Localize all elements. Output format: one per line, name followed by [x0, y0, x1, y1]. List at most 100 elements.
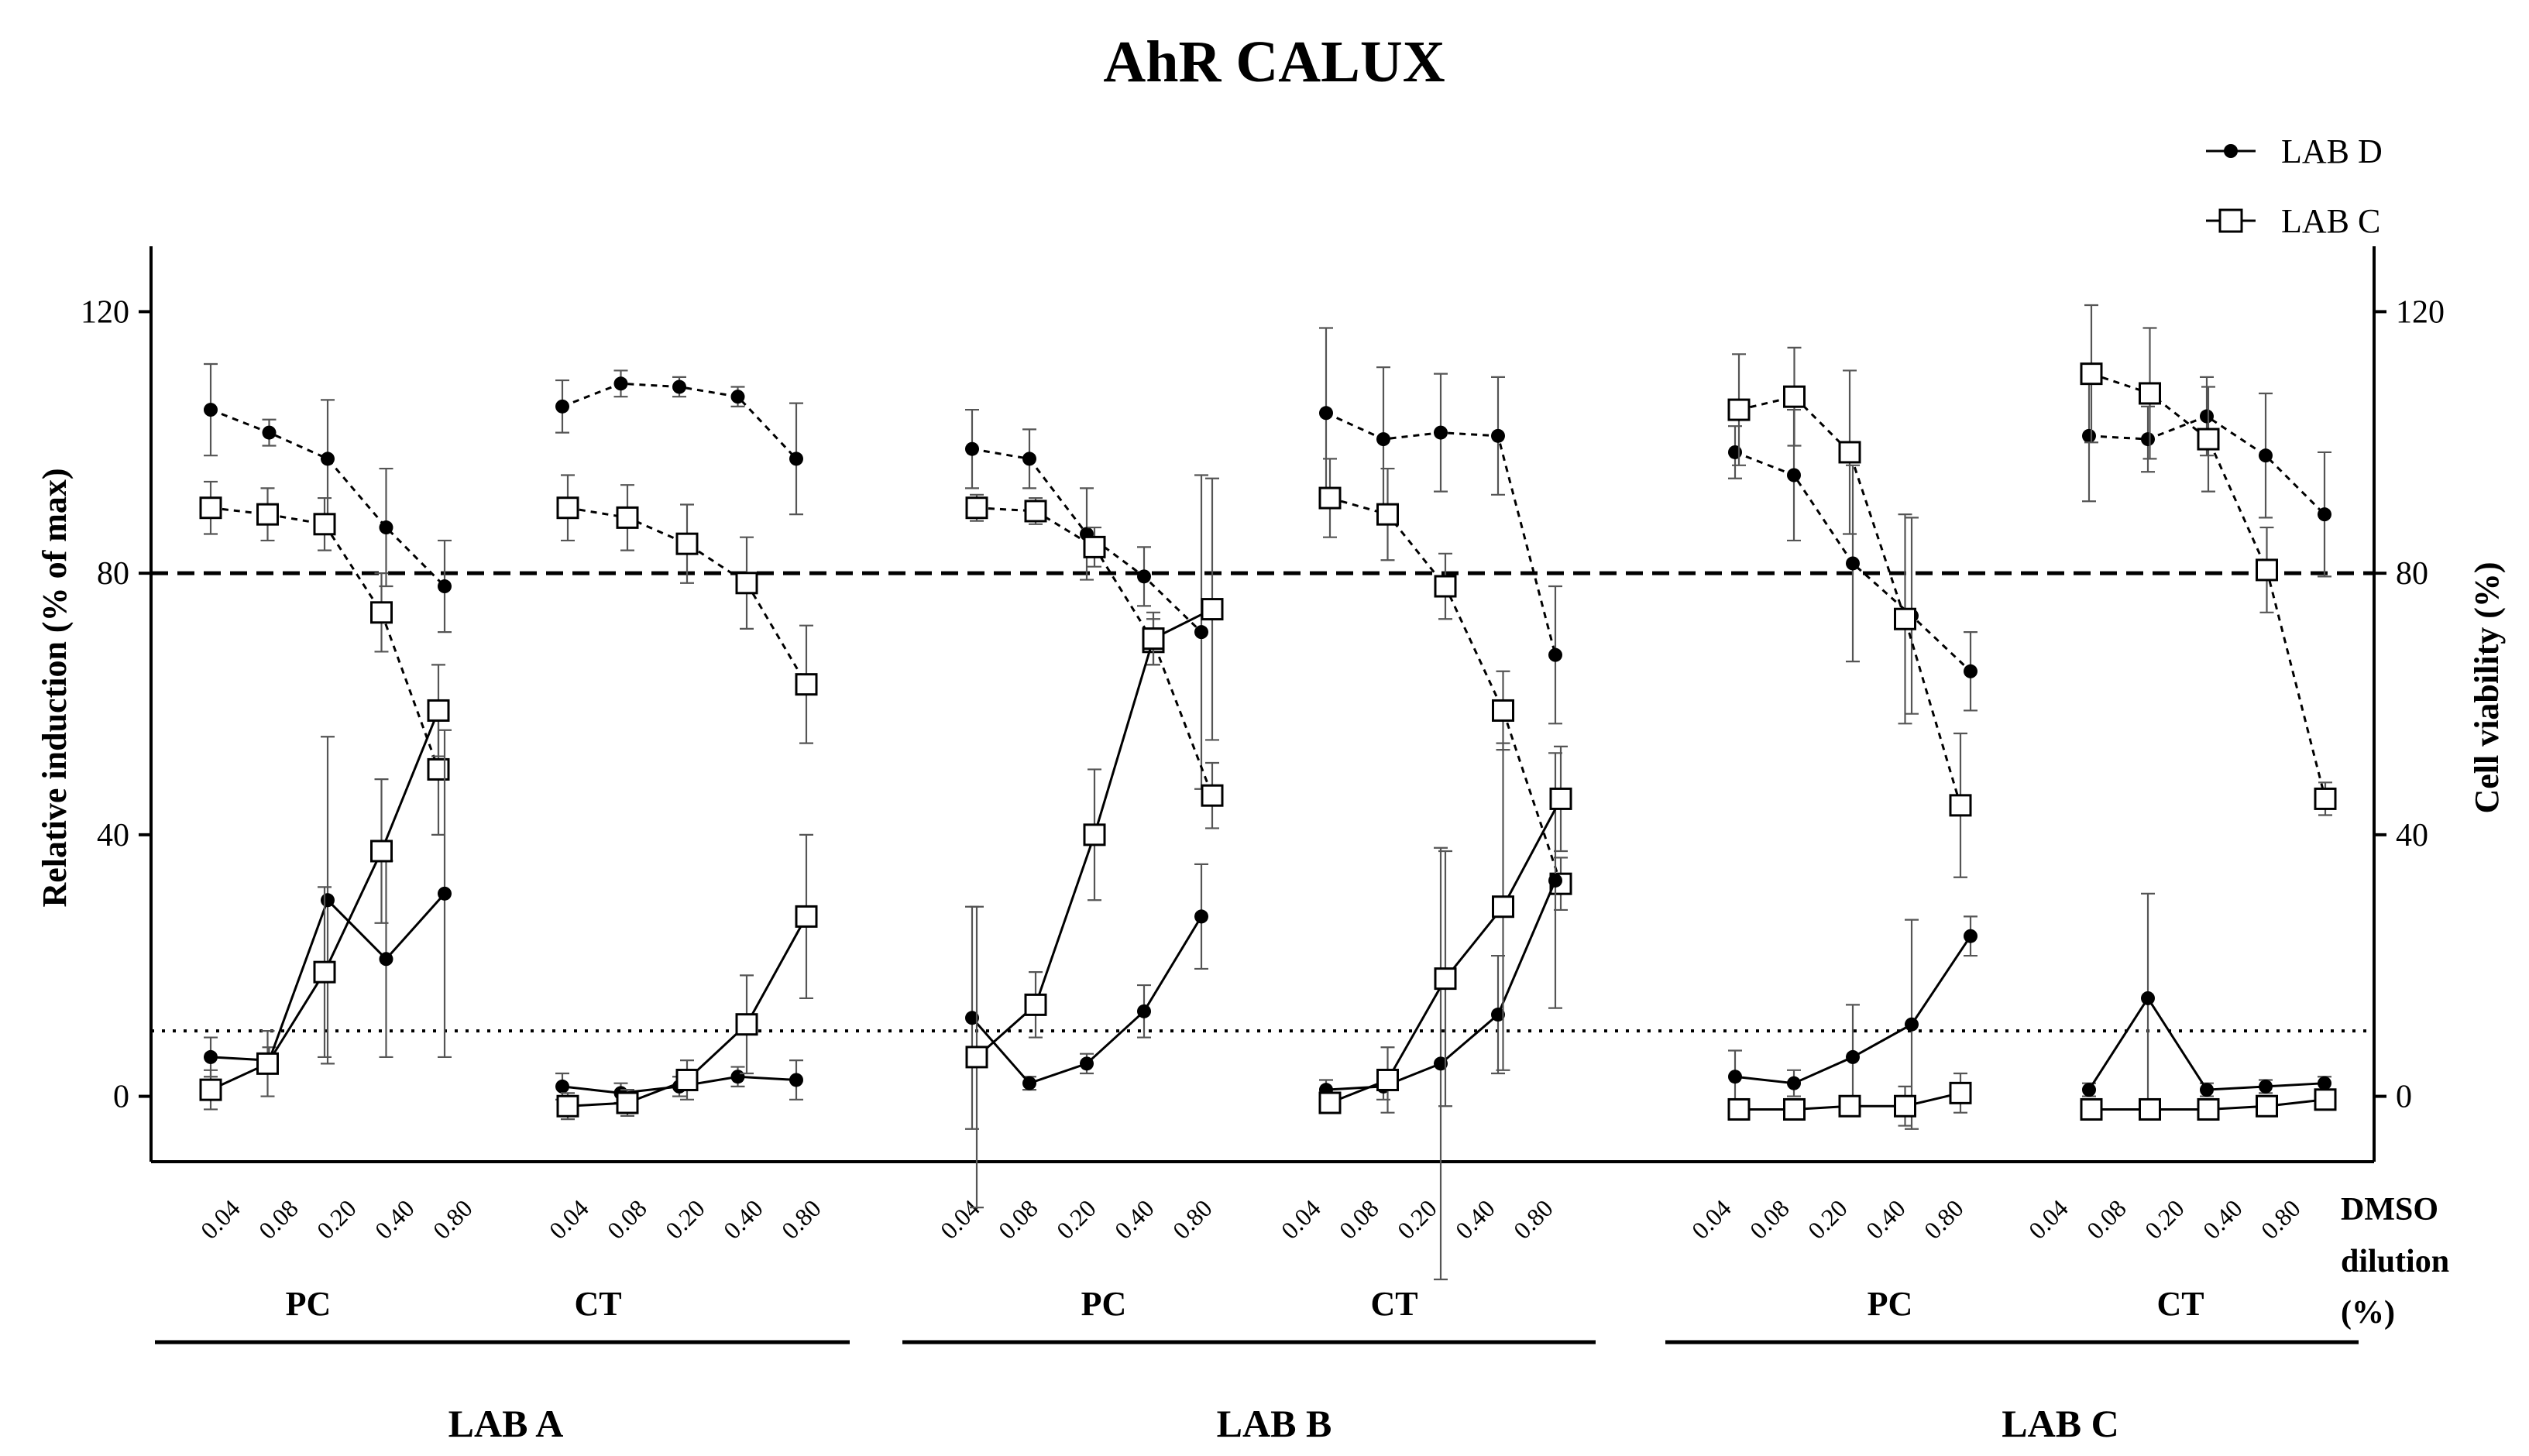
lab-d-induction-point [965, 1011, 979, 1025]
lab-c-induction-point [675, 1068, 699, 1091]
lab-c-induction-point [2314, 1088, 2337, 1111]
lab-d-induction-point [1022, 1076, 1036, 1090]
lab-c-viability-point [1727, 398, 1751, 421]
lab-c-viability-point [256, 503, 279, 526]
lab-c-induction-point [370, 840, 393, 863]
y-tick-label-right: 80 [2396, 556, 2428, 592]
lab-c-viability-point [2314, 787, 2337, 810]
lab-c-induction-point [1949, 1081, 1972, 1104]
x-tick-label: 0.80 [1508, 1194, 1558, 1245]
lab-c-viability-line [1738, 395, 1962, 806]
lab-c-induction-point [616, 1091, 639, 1114]
lab-c-viability-point [1083, 535, 1106, 558]
chart-title: AhR CALUX [1103, 29, 1445, 94]
y-tick-label-left: 120 [81, 294, 129, 330]
group-label-pc: PC [1081, 1285, 1127, 1323]
lab-c-viability-line [567, 507, 808, 685]
lab-d-viability-point [613, 376, 628, 391]
lab-d-viability-point [1964, 664, 1977, 678]
x-tick-label: 0.04 [1686, 1194, 1737, 1245]
x-tick-label: 0.08 [2081, 1194, 2132, 1245]
x-tick-label: 0.40 [1450, 1194, 1500, 1245]
y-tick-label-right: 0 [2396, 1080, 2412, 1115]
lab-d-viability-point [1194, 625, 1208, 640]
x-tick-label: 0.08 [993, 1194, 1043, 1245]
x-tick-label: 0.40 [718, 1194, 768, 1245]
lab-d-induction-point [321, 893, 335, 908]
lab-d-induction-point [555, 1079, 569, 1094]
x-tick-label: 0.40 [2197, 1194, 2248, 1245]
lab-d-viability-point [1846, 556, 1860, 571]
y-tick-label-left: 0 [113, 1080, 129, 1115]
x-tick-label: 0.80 [428, 1194, 478, 1245]
lab-d-viability-point [1376, 432, 1390, 447]
lab-d-induction-point [789, 1073, 803, 1087]
lab-c-induction-point [2256, 1094, 2278, 1118]
lab-label-c: LAB C [2002, 1402, 2118, 1445]
lab-c-induction-point [199, 1078, 222, 1101]
lab-d-induction-point [438, 886, 452, 901]
lab-c-viability-point [735, 572, 758, 595]
lab-d-viability-line [210, 408, 446, 588]
x-tick-label: 0.20 [660, 1194, 710, 1245]
lab-d-viability-point [2200, 409, 2214, 424]
lab-c-viability-point [2197, 428, 2220, 451]
lab-d-induction-point [2200, 1083, 2214, 1097]
lab-c-viability-point [795, 673, 818, 696]
lab-d-induction-point [204, 1049, 218, 1064]
lab-d-viability-point [2141, 432, 2155, 447]
x-tick-label: 0.40 [369, 1194, 420, 1245]
group-label-pc: PC [1868, 1285, 1913, 1323]
x-tick-label: 0.20 [1051, 1194, 1101, 1245]
lab-c-viability-point [1201, 784, 1224, 807]
x-axis-title-line-2: dilution [2341, 1244, 2449, 1279]
lab-c-induction-point [256, 1052, 279, 1075]
lab-c-induction-point [2080, 1097, 2103, 1121]
lab-c-viability-point [313, 513, 336, 536]
lab-c-viability-point [199, 496, 222, 520]
lab-d-induction-point [1964, 929, 1977, 943]
lab-d-viability-point [965, 441, 979, 456]
x-tick-label: 0.40 [1109, 1194, 1160, 1245]
lab-d-viability-point [204, 403, 218, 417]
x-tick-label: 0.04 [544, 1194, 594, 1245]
lab-d-viability-point [2082, 428, 2096, 443]
lab-d-induction-point [379, 952, 393, 967]
lab-d-viability-point [555, 399, 569, 414]
lab-c-viability-point [1434, 575, 1457, 598]
lab-c-induction-point [1783, 1097, 1806, 1121]
lab-c-viability-point [616, 506, 639, 529]
lab-c-induction-point [1549, 787, 1572, 810]
lab-c-viability-point [1838, 441, 1861, 464]
group-label-ct: CT [1370, 1285, 1417, 1323]
lab-c-viability-point [556, 496, 579, 520]
x-tick-label: 0.04 [2023, 1194, 2074, 1245]
lab-d-viability-point [2259, 448, 2273, 463]
lab-c-viability-point [1376, 503, 1399, 526]
x-tick-label: 0.20 [311, 1194, 362, 1245]
lab-c-viability-point [675, 532, 699, 555]
lab-c-induction-point [313, 960, 336, 984]
x-tick-label: 0.80 [1167, 1194, 1218, 1245]
lab-d-viability-point [672, 379, 686, 394]
lab-d-induction-point [1434, 1056, 1448, 1071]
lab-c-viability-point [1894, 607, 1916, 630]
x-tick-label: 0.80 [776, 1194, 826, 1245]
lab-d-viability-point [1491, 428, 1505, 443]
lab-d-viability-point [2318, 507, 2331, 522]
x-tick-label: 0.08 [1744, 1194, 1795, 1245]
lab-d-viability-point [1434, 425, 1448, 440]
lab-d-viability-point [1319, 406, 1333, 421]
lab-c-viability-point [2256, 558, 2278, 582]
lab-d-viability-point [1728, 445, 1742, 459]
y-axis-right-title: Cell viability (%) [2468, 561, 2506, 813]
lab-c-induction-point [427, 699, 450, 722]
x-tick-label: 0.40 [1861, 1194, 1911, 1245]
x-axis-title-line-1: DMSO [2341, 1192, 2438, 1228]
lab-d-viability-point [1787, 468, 1801, 482]
lab-c-induction-point [735, 1013, 758, 1036]
x-tick-label: 0.20 [1392, 1194, 1442, 1245]
lab-c-viability-point [965, 496, 988, 520]
lab-c-viability-line [210, 507, 440, 770]
